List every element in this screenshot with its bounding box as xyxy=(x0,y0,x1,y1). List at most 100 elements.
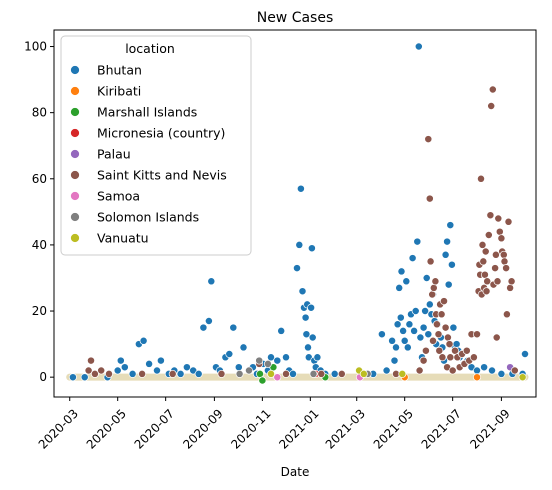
point-bhutan xyxy=(182,363,191,372)
point-saint-kitts-and-nevis xyxy=(483,277,492,286)
point-saint-kitts-and-nevis xyxy=(425,194,434,203)
plot-frame xyxy=(53,29,537,398)
point-saint-kitts-and-nevis xyxy=(477,174,485,183)
point-bhutan xyxy=(447,260,456,269)
point-marshall-islands xyxy=(258,376,267,385)
point-bhutan xyxy=(411,307,420,315)
point-bhutan xyxy=(282,353,290,362)
point-saint-kitts-and-nevis xyxy=(491,250,500,259)
point-bhutan xyxy=(392,343,400,352)
point-saint-kitts-and-nevis xyxy=(500,257,509,266)
point-bhutan xyxy=(393,320,402,329)
point-bhutan xyxy=(441,250,450,259)
point-bhutan xyxy=(480,363,489,372)
point-bhutan xyxy=(113,366,122,375)
point-saint-kitts-and-nevis xyxy=(90,369,99,378)
point-saint-kitts-and-nevis xyxy=(282,369,290,378)
point-bhutan xyxy=(116,356,125,365)
legend-label-vanuatu: Vanuatu xyxy=(97,231,149,246)
point-saint-kitts-and-nevis xyxy=(491,264,500,273)
point-saint-kitts-and-nevis xyxy=(480,270,489,279)
point-bhutan xyxy=(313,353,322,362)
point-bhutan xyxy=(301,313,310,322)
point-saint-kitts-and-nevis xyxy=(217,369,226,378)
point-bhutan xyxy=(377,330,386,339)
point-bhutan xyxy=(410,326,419,335)
point-saint-kitts-and-nevis xyxy=(138,369,147,378)
legend-marker-samoa xyxy=(70,191,80,201)
point-saint-kitts-and-nevis xyxy=(97,366,106,375)
point-saint-kitts-and-nevis xyxy=(494,214,503,223)
data-points xyxy=(68,42,529,385)
legend-marker-kiribati xyxy=(70,86,80,96)
y-tick-label: 0 xyxy=(39,370,47,384)
point-saint-kitts-and-nevis xyxy=(429,283,438,292)
point-saint-kitts-and-nevis xyxy=(445,340,454,349)
point-bhutan xyxy=(400,336,409,345)
point-bhutan xyxy=(416,333,425,342)
legend-marker-solomon-islands xyxy=(70,212,80,222)
point-bhutan xyxy=(273,356,282,365)
legend-marker-bhutan xyxy=(70,65,80,75)
point-bhutan xyxy=(267,353,275,362)
point-saint-kitts-and-nevis xyxy=(426,257,435,266)
point-bhutan xyxy=(521,350,529,358)
legend-marker-saint-kitts-and-nevis xyxy=(70,170,80,180)
point-solomon-islands xyxy=(309,369,318,378)
point-saint-kitts-and-nevis xyxy=(507,277,516,286)
point-bhutan xyxy=(399,326,408,335)
point-bhutan xyxy=(497,369,506,378)
point-saint-kitts-and-nevis xyxy=(492,333,501,342)
point-saint-kitts-and-nevis xyxy=(479,257,488,266)
legend-marker-marshall-islands xyxy=(70,107,80,117)
point-saint-kitts-and-nevis xyxy=(438,353,447,362)
point-saint-kitts-and-nevis xyxy=(168,369,177,378)
point-saint-kitts-and-nevis xyxy=(105,369,113,378)
point-bhutan xyxy=(396,313,405,322)
point-solomon-islands xyxy=(245,366,253,375)
point-bhutan xyxy=(302,330,311,339)
point-kiribati xyxy=(473,373,481,382)
point-saint-kitts-and-nevis xyxy=(451,346,459,355)
point-saint-kitts-and-nevis xyxy=(421,346,430,355)
x-tick-label: 2020-11 xyxy=(228,406,273,451)
point-saint-kitts-and-nevis xyxy=(484,231,493,239)
point-saint-kitts-and-nevis xyxy=(431,277,440,286)
point-bhutan xyxy=(397,267,406,276)
point-bhutan xyxy=(207,277,216,286)
x-tick-label: 2021-01 xyxy=(276,406,321,451)
point-bhutan xyxy=(449,323,458,332)
legend-title: location xyxy=(125,41,175,56)
legend-marker-micronesia-country xyxy=(70,128,80,138)
point-saint-kitts-and-nevis xyxy=(469,353,478,362)
point-saint-kitts-and-nevis xyxy=(317,369,326,378)
point-bhutan xyxy=(405,320,414,329)
legend-marker-vanuatu xyxy=(70,233,80,243)
point-saint-kitts-and-nevis xyxy=(432,320,441,329)
point-bhutan xyxy=(330,369,339,378)
point-bhutan xyxy=(295,240,304,249)
point-bhutan xyxy=(413,237,422,246)
point-solomon-islands xyxy=(255,356,264,365)
point-saint-kitts-and-nevis xyxy=(428,290,437,299)
point-saint-kitts-and-nevis xyxy=(510,366,519,375)
point-saint-kitts-and-nevis xyxy=(482,287,491,296)
y-tick-label: 20 xyxy=(32,304,47,318)
point-bhutan xyxy=(277,326,286,335)
point-bhutan xyxy=(414,42,423,51)
point-bhutan xyxy=(120,363,129,372)
point-bhutan xyxy=(444,280,453,289)
point-bhutan xyxy=(293,264,301,273)
chart-title: New Cases xyxy=(257,10,334,26)
x-axis-title: Date xyxy=(281,465,310,479)
x-tick-label: 2020-09 xyxy=(180,406,225,451)
point-saint-kitts-and-nevis xyxy=(502,264,511,273)
x-tick-label: 2021-05 xyxy=(371,406,416,451)
point-saint-kitts-and-nevis xyxy=(84,366,93,375)
x-tick-label: 2020-03 xyxy=(36,406,81,451)
x-tick-label: 2020-05 xyxy=(84,406,129,451)
point-bhutan xyxy=(194,369,203,378)
point-saint-kitts-and-nevis xyxy=(493,277,502,286)
point-bhutan xyxy=(199,323,208,332)
